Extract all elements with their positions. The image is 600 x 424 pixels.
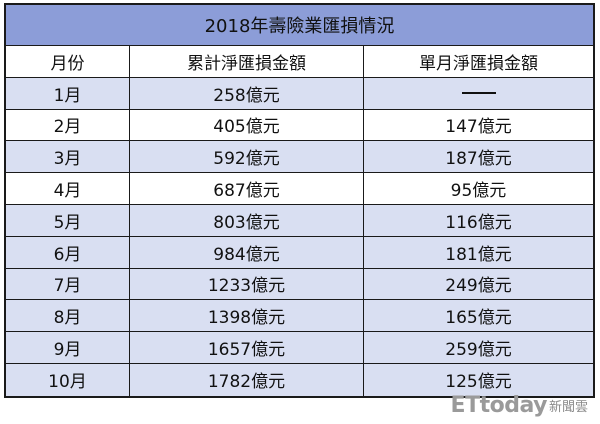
- table-row: 10月 1782億元 125億元: [6, 363, 593, 396]
- table-title: 2018年壽險業匯損情況: [6, 5, 593, 46]
- header-row: 月份 累計淨匯損金額 單月淨匯損金額: [6, 46, 593, 78]
- cumulative-cell: 803億元: [130, 204, 364, 236]
- table-row: 7月 1233億元 249億元: [6, 268, 593, 301]
- month-cell: 7月: [6, 268, 130, 300]
- table-row: 9月 1657億元 259億元: [6, 332, 593, 364]
- table-row: 3月 592億元 187億元: [6, 141, 593, 174]
- monthly-cell: 95億元: [450, 181, 507, 202]
- loss-table: 2018年壽險業匯損情況 月份 累計淨匯損金額 單月淨匯損金額 1月 258億元…: [4, 3, 595, 398]
- cumulative-cell: 687億元: [130, 173, 364, 204]
- table-row: 5月 803億元 116億元: [6, 204, 593, 237]
- cumulative-cell: 405億元: [130, 109, 364, 141]
- table-row: 4月 687億元 95億元: [6, 173, 593, 205]
- month-cell: 9月: [6, 332, 130, 363]
- table-row: 8月 1398億元 165億元: [6, 300, 593, 333]
- ettoday-watermark: ETtoday 新聞雲: [451, 393, 588, 418]
- monthly-cell: 147億元: [445, 117, 512, 138]
- header-cumulative: 累計淨匯損金額: [130, 46, 364, 77]
- table-row: 6月 984億元 181億元: [6, 236, 593, 269]
- watermark-logo: ETtoday: [450, 393, 548, 418]
- table-row: 1月 258億元: [6, 77, 593, 110]
- cumulative-cell: 1398億元: [130, 300, 364, 332]
- header-month: 月份: [6, 46, 130, 77]
- cumulative-cell: 1782億元: [130, 363, 364, 396]
- month-cell: 4月: [6, 173, 130, 204]
- month-cell: 3月: [6, 141, 130, 173]
- month-cell: 8月: [6, 300, 130, 332]
- watermark-suffix: 新聞雲: [548, 400, 588, 415]
- month-cell: 1月: [6, 77, 130, 109]
- monthly-cell: 116億元: [445, 212, 512, 233]
- monthly-cell: 259億元: [445, 340, 512, 361]
- monthly-cell: 165億元: [445, 308, 512, 329]
- monthly-cell: 125億元: [445, 372, 512, 393]
- cumulative-cell: 258億元: [130, 77, 364, 109]
- month-cell: 6月: [6, 236, 130, 268]
- month-cell: 10月: [6, 363, 130, 396]
- cumulative-cell: 984億元: [130, 236, 364, 268]
- table-row: 2月 405億元 147億元: [6, 109, 593, 142]
- cumulative-cell: 1657億元: [130, 332, 364, 363]
- monthly-cell: 249億元: [445, 276, 512, 297]
- month-cell: 5月: [6, 204, 130, 236]
- cumulative-cell: 1233億元: [130, 268, 364, 300]
- monthly-cell: 187億元: [445, 149, 512, 170]
- cumulative-cell: 592億元: [130, 141, 364, 173]
- header-monthly: 單月淨匯損金額: [419, 53, 538, 74]
- month-cell: 2月: [6, 109, 130, 141]
- dash-mark: [461, 92, 496, 94]
- monthly-cell: 181億元: [445, 244, 512, 265]
- monthly-cell: [364, 78, 593, 109]
